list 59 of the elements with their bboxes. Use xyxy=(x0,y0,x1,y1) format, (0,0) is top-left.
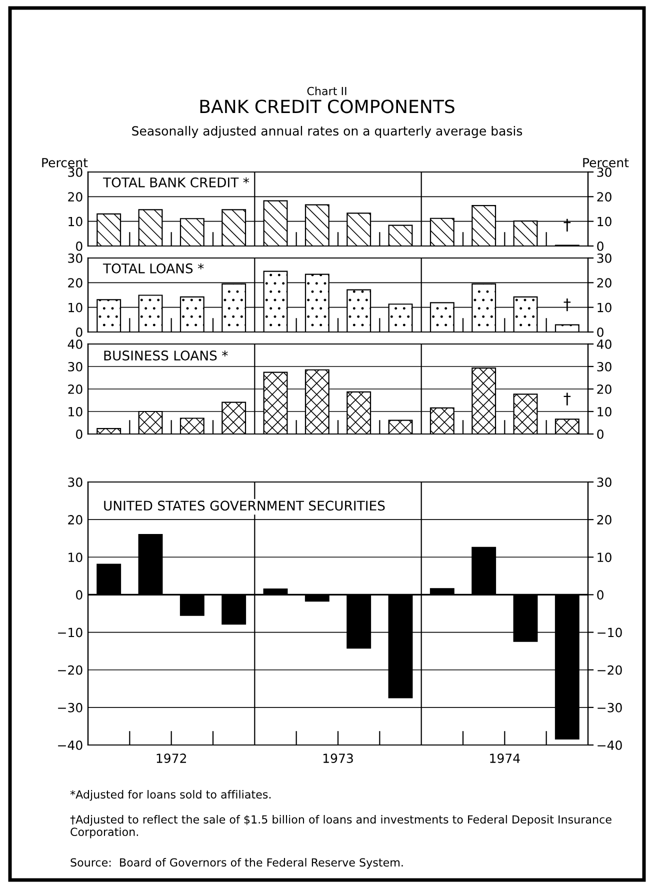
y-tick-label: 0 xyxy=(76,241,82,251)
y-tick-label: −20 xyxy=(58,665,82,675)
y2-tick-label: 10 xyxy=(598,552,612,562)
y-tick-label: 40 xyxy=(68,339,82,349)
y2-tick-label: 10 xyxy=(598,302,612,312)
y-tick-label: 30 xyxy=(68,362,82,372)
y-tick-label: −30 xyxy=(58,702,82,712)
y2-tick-label: 0 xyxy=(597,241,604,251)
y-tick-label: −10 xyxy=(58,628,82,638)
y2-tick-label: 0 xyxy=(597,429,604,439)
y2-tick-label: 0 xyxy=(597,590,604,600)
text: Chart II xyxy=(307,86,346,96)
text: †Adjusted to reflect the sale of $1.5 billion of loans and investments to Federal Deposit Insurance Corporation. xyxy=(70,815,612,838)
y2-tick-label: 0 xyxy=(597,327,604,337)
y-tick-label: 10 xyxy=(68,406,82,416)
y-tick-label: 20 xyxy=(68,278,82,288)
chart-subtitle: Seasonally adjusted annual rates on a quarterly average basis xyxy=(132,126,522,138)
text: BUSINESS LOANS * xyxy=(104,350,228,361)
y-tick-label: 20 xyxy=(68,515,82,524)
y-tick-label: 10 xyxy=(68,552,82,562)
x-tick-label: 1973 xyxy=(323,754,353,764)
y-tick-label: 0 xyxy=(76,590,82,600)
y-axis-title: Percent xyxy=(42,158,88,168)
annotation: † xyxy=(564,392,571,406)
y-tick-label: 10 xyxy=(68,302,82,312)
y2-tick-label: 20 xyxy=(597,384,612,394)
y2-tick-label: 10 xyxy=(598,406,612,416)
y2-tick-label: 30 xyxy=(597,362,612,372)
y2-tick-label: 30 xyxy=(597,253,612,263)
y2-tick-label: 20 xyxy=(597,192,612,202)
text: *Adjusted for loans sold to affiliates. xyxy=(70,790,271,801)
x-tick-label: 1974 xyxy=(490,754,520,764)
series-label: TOTAL LOANS * xyxy=(102,263,204,274)
y2-tick-label: −20 xyxy=(598,665,622,675)
x-tick-label: 1972 xyxy=(156,754,186,764)
y2-tick-label: 10 xyxy=(598,216,612,226)
y-tick-label: 30 xyxy=(68,253,82,263)
series-label: TOTAL BANK CREDIT * xyxy=(102,177,250,188)
annotation: † xyxy=(564,218,571,232)
y-tick-label: 0 xyxy=(76,327,82,337)
chart-title: BANK CREDIT COMPONENTS xyxy=(200,100,454,114)
y-tick-label: 30 xyxy=(68,477,82,487)
y-tick-label: 30 xyxy=(68,167,82,177)
y-tick-label: 10 xyxy=(68,216,82,226)
y2-tick-label: 40 xyxy=(596,339,612,349)
y2-tick-label: −10 xyxy=(598,628,622,638)
y2-tick-label: 20 xyxy=(597,515,612,524)
text: UNITED STATES GOVERNMENT SECURITIES xyxy=(104,500,385,511)
y2-tick-label: 30 xyxy=(597,167,612,177)
y2-tick-label: −30 xyxy=(598,702,622,712)
y2-tick-label: 30 xyxy=(597,477,612,487)
y2-tick-label: 20 xyxy=(597,278,612,288)
y2-axis-title: Percent xyxy=(583,158,629,168)
y2-tick-label: −40 xyxy=(598,740,622,750)
y-tick-label: −40 xyxy=(58,740,82,750)
y-tick-label: 0 xyxy=(76,429,82,439)
y-tick-label: 20 xyxy=(68,192,82,202)
source-note: Source: Board of Governors of the Federal Reserve System. xyxy=(70,858,403,869)
y-tick-label: 20 xyxy=(68,384,82,394)
